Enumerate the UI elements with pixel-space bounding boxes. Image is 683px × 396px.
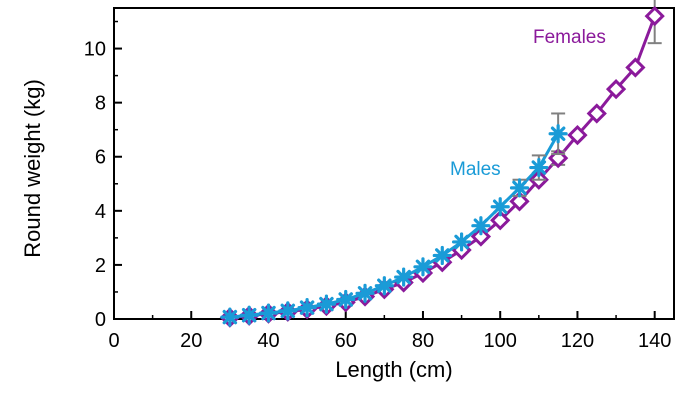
males-point bbox=[316, 294, 337, 314]
females-point bbox=[586, 103, 607, 124]
y-tick-label: 6 bbox=[95, 147, 106, 169]
males-point bbox=[239, 305, 259, 325]
y-tick-label: 10 bbox=[84, 39, 106, 61]
x-axis-title: Length (cm) bbox=[335, 357, 452, 382]
males-point bbox=[336, 289, 356, 310]
males-point bbox=[451, 232, 472, 252]
males-point bbox=[355, 283, 375, 303]
x-tick-label: 80 bbox=[412, 330, 434, 352]
y-tick-label: 0 bbox=[95, 309, 106, 331]
x-tick-label: 140 bbox=[638, 330, 671, 352]
y-tick-label: 8 bbox=[95, 93, 106, 115]
females-label: Females bbox=[533, 27, 606, 48]
males-point bbox=[490, 197, 510, 217]
y-tick-label: 2 bbox=[95, 255, 106, 277]
y-tick-label: 4 bbox=[95, 201, 106, 223]
males-point bbox=[297, 298, 317, 318]
males-point bbox=[394, 267, 414, 287]
females-point bbox=[644, 5, 665, 27]
x-tick-label: 40 bbox=[257, 330, 279, 352]
females-point bbox=[490, 210, 511, 231]
males-point bbox=[413, 257, 433, 277]
males-label: Males bbox=[450, 159, 501, 180]
x-tick-label: 120 bbox=[561, 330, 594, 352]
females-point bbox=[567, 124, 588, 146]
x-tick-label: 0 bbox=[108, 330, 119, 352]
females-point bbox=[470, 226, 492, 247]
x-tick-label: 20 bbox=[180, 330, 202, 352]
plot-frame bbox=[113, 7, 675, 320]
x-tick-label: 100 bbox=[484, 330, 517, 352]
females-series-line bbox=[229, 15, 657, 320]
males-point bbox=[258, 303, 279, 323]
females-point bbox=[605, 79, 627, 100]
males-point bbox=[529, 157, 549, 178]
plot-area: 0 20 40 60 80 100 120 140 0 2 4 6 8 10 Females Males bbox=[84, 0, 675, 352]
males-point bbox=[432, 245, 452, 266]
y-axis-title: Round weight (kg) bbox=[20, 79, 45, 258]
males-point bbox=[471, 216, 491, 236]
males-point bbox=[509, 178, 530, 198]
females-point bbox=[509, 191, 530, 212]
males-point bbox=[548, 124, 568, 144]
males-point bbox=[374, 276, 394, 296]
females-point bbox=[625, 57, 646, 78]
males-point bbox=[278, 301, 298, 321]
x-tick-label: 60 bbox=[335, 330, 357, 352]
males-point bbox=[220, 307, 240, 327]
